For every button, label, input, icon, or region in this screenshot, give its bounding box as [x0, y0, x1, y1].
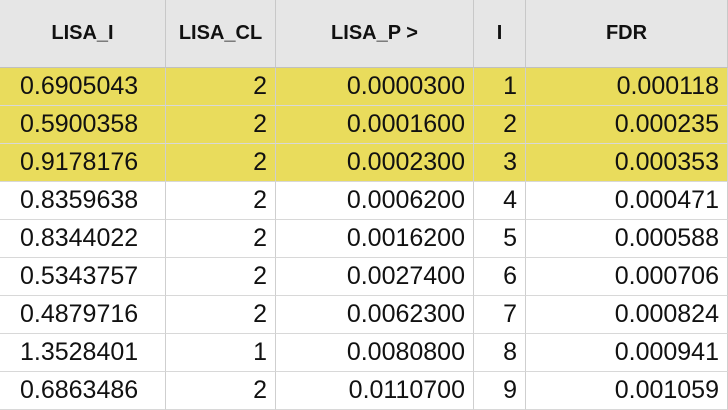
cell-i[interactable]: 2: [474, 106, 526, 144]
cell-fdr[interactable]: 0.000118: [526, 68, 728, 106]
column-header-lisa-p[interactable]: LISA_P >: [276, 0, 474, 68]
cell-lisa-p[interactable]: 0.0016200: [276, 220, 474, 258]
cell-i[interactable]: 3: [474, 144, 526, 182]
cell-fdr[interactable]: 0.000588: [526, 220, 728, 258]
cell-lisa-i[interactable]: 0.8359638: [0, 182, 166, 220]
cell-lisa-cl[interactable]: 2: [166, 182, 276, 220]
cell-fdr[interactable]: 0.000353: [526, 144, 728, 182]
cell-lisa-i[interactable]: 0.8344022: [0, 220, 166, 258]
cell-lisa-p[interactable]: 0.0001600: [276, 106, 474, 144]
cell-lisa-cl[interactable]: 2: [166, 68, 276, 106]
column-header-i[interactable]: I: [474, 0, 526, 68]
cell-fdr[interactable]: 0.000706: [526, 258, 728, 296]
column-header-lisa-i[interactable]: LISA_I: [0, 0, 166, 68]
cell-lisa-cl[interactable]: 2: [166, 296, 276, 334]
cell-i[interactable]: 9: [474, 372, 526, 410]
cell-lisa-p[interactable]: 0.0000300: [276, 68, 474, 106]
cell-i[interactable]: 7: [474, 296, 526, 334]
cell-fdr[interactable]: 0.000235: [526, 106, 728, 144]
cell-i[interactable]: 8: [474, 334, 526, 372]
cell-lisa-cl[interactable]: 1: [166, 334, 276, 372]
cell-i[interactable]: 1: [474, 68, 526, 106]
cell-i[interactable]: 6: [474, 258, 526, 296]
cell-lisa-i[interactable]: 0.9178176: [0, 144, 166, 182]
cell-lisa-p[interactable]: 0.0062300: [276, 296, 474, 334]
cell-lisa-cl[interactable]: 2: [166, 144, 276, 182]
cell-lisa-p[interactable]: 0.0002300: [276, 144, 474, 182]
cell-fdr[interactable]: 0.000471: [526, 182, 728, 220]
cell-lisa-p[interactable]: 0.0006200: [276, 182, 474, 220]
cell-lisa-i[interactable]: 0.4879716: [0, 296, 166, 334]
cell-lisa-cl[interactable]: 2: [166, 258, 276, 296]
cell-lisa-cl[interactable]: 2: [166, 220, 276, 258]
cell-lisa-i[interactable]: 0.5900358: [0, 106, 166, 144]
cell-lisa-i[interactable]: 0.5343757: [0, 258, 166, 296]
cell-fdr[interactable]: 0.001059: [526, 372, 728, 410]
cell-lisa-cl[interactable]: 2: [166, 106, 276, 144]
cell-i[interactable]: 4: [474, 182, 526, 220]
cell-lisa-cl[interactable]: 2: [166, 372, 276, 410]
cell-fdr[interactable]: 0.000824: [526, 296, 728, 334]
column-header-lisa-cl[interactable]: LISA_CL: [166, 0, 276, 68]
cell-i[interactable]: 5: [474, 220, 526, 258]
cell-lisa-i[interactable]: 0.6905043: [0, 68, 166, 106]
cell-lisa-i[interactable]: 1.3528401: [0, 334, 166, 372]
cell-lisa-p[interactable]: 0.0027400: [276, 258, 474, 296]
cell-lisa-i[interactable]: 0.6863486: [0, 372, 166, 410]
cell-fdr[interactable]: 0.000941: [526, 334, 728, 372]
column-header-fdr[interactable]: FDR: [526, 0, 728, 68]
cell-lisa-p[interactable]: 0.0080800: [276, 334, 474, 372]
cell-lisa-p[interactable]: 0.0110700: [276, 372, 474, 410]
